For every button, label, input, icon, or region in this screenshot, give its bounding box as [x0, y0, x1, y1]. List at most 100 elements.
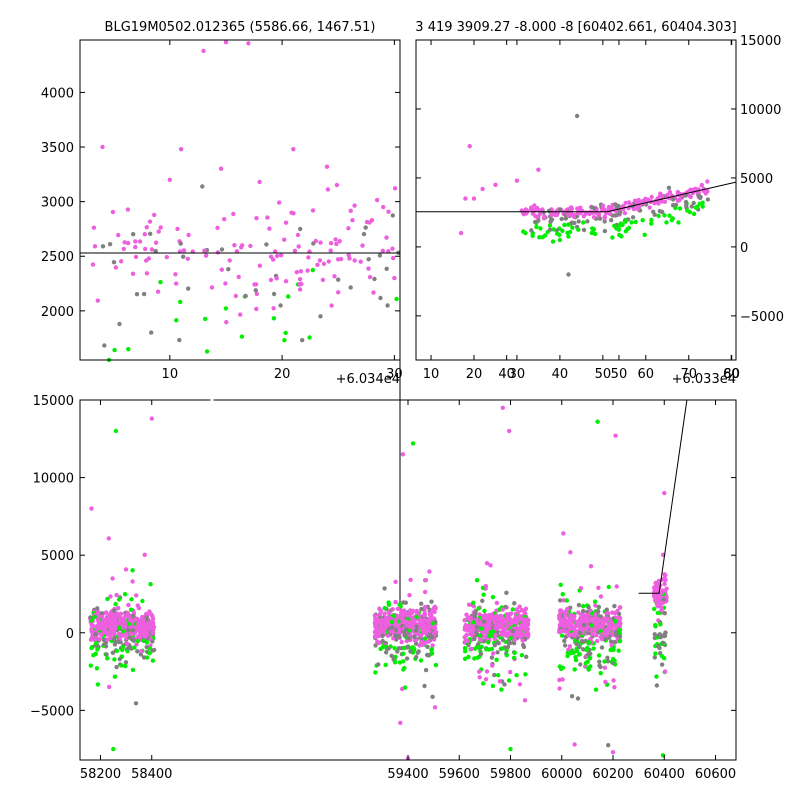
data-point [108, 635, 113, 641]
data-point [333, 237, 338, 242]
data-point [219, 267, 224, 272]
data-point [403, 611, 408, 616]
data-point [100, 244, 106, 249]
data-point [374, 623, 379, 628]
data-point [529, 205, 534, 210]
data-point [352, 258, 357, 263]
model-line [80, 252, 401, 639]
data-point [640, 218, 645, 223]
data-point [642, 232, 647, 237]
data-point [282, 338, 287, 343]
data-point [586, 652, 591, 657]
data-point [610, 750, 616, 755]
data-point [600, 203, 606, 208]
data-point [557, 232, 562, 238]
data-point [93, 651, 99, 656]
data-point [577, 630, 583, 636]
data-point [133, 244, 138, 250]
data-point [282, 237, 287, 242]
data-point [203, 253, 209, 258]
data-point [408, 649, 413, 654]
panel-zoom-right: 3 419 3909.27 -8.000 -8 [60402.661, 6040… [415, 20, 784, 387]
data-point [617, 211, 622, 216]
data-point [476, 606, 481, 611]
data-point [548, 218, 554, 223]
x-tick-label: 60 [638, 367, 655, 382]
data-point [114, 592, 119, 598]
data-point [118, 611, 124, 616]
data-point [116, 639, 122, 645]
data-point [565, 606, 570, 612]
data-point [472, 636, 477, 642]
data-point [106, 619, 112, 625]
data-point [647, 205, 652, 210]
data-point [612, 223, 617, 228]
data-point [418, 658, 424, 663]
data-point [580, 627, 585, 632]
data-point [140, 623, 145, 629]
data-point [476, 621, 481, 626]
data-point [598, 671, 603, 676]
data-point [178, 299, 183, 305]
data-point [497, 607, 502, 612]
data-point [670, 197, 676, 202]
data-point [430, 643, 435, 648]
data-point [328, 241, 334, 246]
data-point [112, 636, 117, 641]
data-point [616, 227, 622, 232]
data-point [567, 651, 572, 656]
data-point [483, 677, 489, 682]
data-point [581, 227, 587, 233]
data-point [596, 622, 602, 628]
data-point [537, 235, 542, 240]
data-point [473, 610, 478, 616]
x-tick-label: 20 [274, 367, 291, 382]
data-point [605, 627, 610, 632]
data-point [215, 250, 221, 255]
data-point [578, 586, 584, 591]
data-point [88, 663, 94, 668]
data-point [99, 614, 105, 620]
data-point [139, 649, 144, 654]
x-tick-label: 60400 [644, 767, 685, 782]
data-point [411, 620, 417, 625]
y-tick-label: 5000 [740, 172, 773, 187]
data-point [613, 618, 618, 624]
data-point [297, 282, 302, 287]
data-point [150, 658, 156, 663]
data-point [481, 619, 487, 624]
data-point [143, 634, 148, 639]
data-point [139, 633, 144, 638]
data-point [414, 641, 419, 646]
data-point [415, 650, 420, 655]
data-point [380, 638, 385, 644]
data-point [126, 646, 131, 651]
data-point [478, 626, 483, 631]
data-point [619, 234, 624, 239]
data-point [104, 652, 109, 657]
data-point [267, 226, 272, 231]
data-point [298, 226, 303, 232]
data-point [383, 662, 388, 668]
data-point [432, 705, 438, 710]
data-point [295, 232, 301, 238]
data-point [200, 184, 205, 189]
data-point [380, 644, 386, 649]
data-point [185, 256, 190, 261]
data-point [691, 211, 697, 217]
data-point [592, 599, 598, 604]
data-point [158, 225, 163, 230]
data-point [662, 490, 667, 496]
data-point [577, 623, 582, 628]
data-point [401, 600, 406, 605]
data-point [700, 200, 705, 205]
data-point [95, 623, 100, 629]
data-point [422, 589, 428, 595]
data-point [289, 210, 294, 215]
data-point [95, 647, 100, 652]
data-point [389, 619, 395, 625]
data-point [464, 632, 469, 638]
data-point [419, 601, 424, 606]
data-point [578, 662, 583, 667]
data-point [512, 601, 517, 606]
